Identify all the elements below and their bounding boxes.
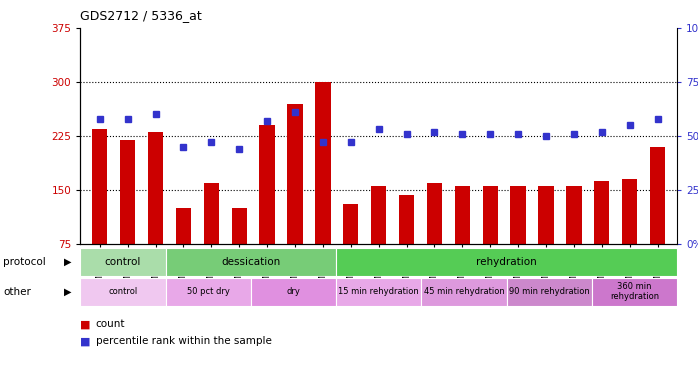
Text: ▶: ▶ xyxy=(64,286,72,297)
Text: other: other xyxy=(3,286,31,297)
Bar xyxy=(510,186,526,244)
Bar xyxy=(482,186,498,244)
Bar xyxy=(165,248,336,276)
Bar xyxy=(288,104,303,244)
Bar xyxy=(92,129,107,244)
Bar xyxy=(594,181,609,244)
Bar xyxy=(251,278,336,306)
Text: dry: dry xyxy=(286,287,300,296)
Text: ■: ■ xyxy=(80,320,91,329)
Text: 360 min
rehydration: 360 min rehydration xyxy=(610,282,659,301)
Text: ▶: ▶ xyxy=(64,256,72,267)
Text: percentile rank within the sample: percentile rank within the sample xyxy=(96,336,272,346)
Bar xyxy=(176,208,191,244)
Bar xyxy=(566,186,581,244)
Bar xyxy=(260,125,275,244)
Bar xyxy=(315,82,331,244)
Bar xyxy=(336,278,422,306)
Text: GDS2712 / 5336_at: GDS2712 / 5336_at xyxy=(80,9,202,22)
Bar xyxy=(343,204,359,244)
Text: 50 pct dry: 50 pct dry xyxy=(187,287,230,296)
Text: rehydration: rehydration xyxy=(476,256,537,267)
Bar xyxy=(399,195,414,244)
Bar xyxy=(80,278,165,306)
Bar xyxy=(650,147,665,244)
Bar xyxy=(538,186,554,244)
Bar xyxy=(336,248,677,276)
Bar xyxy=(120,140,135,244)
Bar xyxy=(80,248,165,276)
Text: count: count xyxy=(96,320,125,329)
Text: protocol: protocol xyxy=(3,256,46,267)
Bar xyxy=(592,278,677,306)
Bar xyxy=(507,278,592,306)
Bar xyxy=(454,186,470,244)
Text: 45 min rehydration: 45 min rehydration xyxy=(424,287,504,296)
Bar xyxy=(422,278,507,306)
Text: control: control xyxy=(105,256,141,267)
Text: control: control xyxy=(108,287,138,296)
Text: dessication: dessication xyxy=(221,256,281,267)
Text: ■: ■ xyxy=(80,336,91,346)
Bar xyxy=(232,208,247,244)
Text: 15 min rehydration: 15 min rehydration xyxy=(339,287,419,296)
Text: 90 min rehydration: 90 min rehydration xyxy=(509,287,590,296)
Bar xyxy=(204,183,219,244)
Bar xyxy=(371,186,386,244)
Bar xyxy=(426,183,442,244)
Bar xyxy=(148,132,163,244)
Bar xyxy=(622,179,637,244)
Bar xyxy=(165,278,251,306)
